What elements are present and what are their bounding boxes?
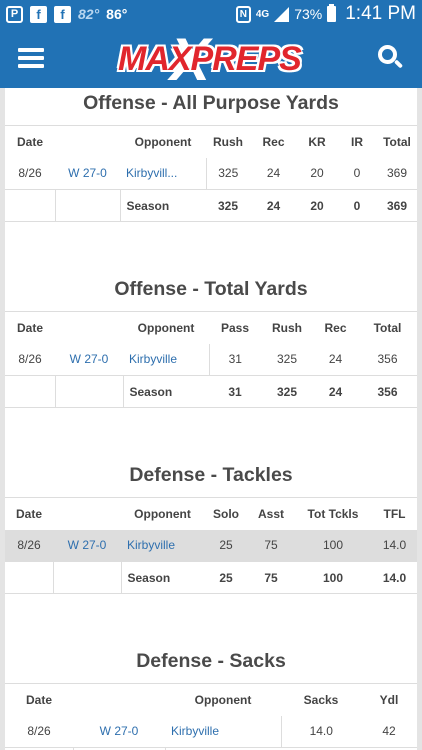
table-tackles: Date Opponent Solo Asst Tot Tckls TFL 8/… [5, 497, 417, 594]
table-sacks: Date Opponent Sacks Ydl 8/26 W 27-0 Kirb… [5, 683, 417, 750]
season-total: 369 [377, 189, 417, 222]
season-label: Season [123, 375, 209, 408]
total-value: 369 [377, 157, 417, 190]
game-result-link[interactable]: W 27-0 [55, 343, 123, 376]
col-tfl: TFL [383, 506, 406, 521]
col-sacks: Sacks [303, 692, 339, 707]
ir-value: 0 [337, 157, 377, 190]
game-date: 8/26 [5, 529, 53, 562]
rush-value: 325 [261, 343, 313, 376]
section-title-tackles: Defense - Tackles [129, 464, 293, 486]
facebook-icon: f [30, 5, 47, 23]
season-rec: 24 [250, 189, 297, 222]
table-all-purpose-yards: Date Opponent Rush Rec KR IR Total 8/26 … [5, 125, 417, 222]
clock: 1:41 PM [345, 3, 416, 24]
season-label: Season [121, 561, 204, 594]
col-opponent: Opponent [134, 506, 191, 521]
facebook-icon-2: f [54, 5, 71, 23]
col-opponent: Opponent [194, 692, 252, 707]
rec-value: 24 [313, 343, 358, 376]
col-date: Date [25, 692, 52, 707]
season-pass: 31 [209, 375, 261, 408]
table-total-yards: Date Opponent Pass Rush Rec Total 8/26 W… [5, 311, 417, 408]
status-bar: P f f 82° 86° N 4G 73% 1:41 PM [0, 0, 422, 28]
opponent-link[interactable]: Kirbyville [123, 343, 210, 376]
col-ir: IR [351, 134, 363, 149]
table-row: 8/26 W 27-0 Kirbyvill... 325 24 20 0 369 [5, 157, 417, 190]
season-label: Season [120, 189, 206, 222]
col-asst: Asst [257, 506, 284, 521]
col-pass: Pass [220, 320, 250, 335]
maxpreps-logo[interactable]: X MAXPREPS [118, 26, 302, 93]
col-date: Date [16, 320, 43, 335]
col-kr: KR [308, 134, 326, 149]
col-ydl: Ydl [379, 692, 399, 707]
season-rush: 325 [261, 375, 313, 408]
game-date: 8/26 [5, 157, 55, 190]
season-kr: 20 [297, 189, 337, 222]
game-result-link[interactable]: W 27-0 [73, 715, 165, 748]
col-opponent: Opponent [134, 134, 192, 149]
current-temperature: 82° [78, 6, 100, 22]
season-solo: 25 [204, 561, 248, 594]
ydl-value: 42 [361, 715, 417, 748]
season-row: Season 25 75 100 14.0 [5, 561, 417, 594]
season-row-partial [5, 747, 417, 750]
season-tot-tckls: 100 [294, 561, 372, 594]
season-rec: 24 [313, 375, 358, 408]
col-date: Date [15, 506, 42, 521]
col-total: Total [383, 134, 411, 149]
battery-level: 73% [294, 6, 323, 22]
col-solo: Solo [213, 506, 239, 521]
season-row: Season 325 24 20 0 369 [5, 189, 417, 222]
game-result-link[interactable]: W 27-0 [55, 157, 120, 190]
nfc-icon: N [235, 5, 251, 23]
asst-value: 75 [248, 529, 294, 562]
game-date: 8/26 [5, 343, 55, 376]
battery-icon [327, 4, 337, 22]
col-rush: Rush [272, 320, 302, 335]
rec-value: 24 [250, 157, 297, 190]
game-date: 8/26 [5, 715, 73, 748]
opponent-link[interactable]: Kirbyville [121, 529, 204, 562]
col-tot-tckls: Tot Tckls [307, 506, 359, 521]
table-row: 8/26 W 27-0 Kirbyville 14.0 42 [5, 715, 417, 748]
opponent-link[interactable]: Kirbyville [165, 715, 282, 748]
tfl-value: 14.0 [372, 529, 417, 562]
sacks-value: 14.0 [281, 715, 361, 748]
col-rec: Rec [262, 134, 285, 149]
col-rec: Rec [324, 320, 347, 335]
rush-value: 325 [206, 157, 250, 190]
tot-tckls-value: 100 [294, 529, 372, 562]
network-type: 4G [255, 8, 270, 20]
col-total: Total [373, 320, 402, 335]
pass-value: 31 [209, 343, 261, 376]
table-row: 8/26 W 27-0 Kirbyville 31 325 24 356 [5, 343, 417, 376]
signal-icon [274, 6, 290, 22]
season-ir: 0 [337, 189, 377, 222]
table-row: 8/26 W 27-0 Kirbyville 25 75 100 14.0 [5, 529, 417, 562]
season-tfl: 14.0 [372, 561, 417, 594]
game-result-link[interactable]: W 27-0 [53, 529, 121, 562]
section-title-all-purpose-yards: Offense - All Purpose Yards [83, 92, 339, 114]
pinterest-icon: P [6, 5, 23, 23]
col-date: Date [16, 134, 43, 149]
total-value: 356 [358, 343, 417, 376]
col-rush: Rush [213, 134, 243, 149]
season-asst: 75 [248, 561, 294, 594]
solo-value: 25 [204, 529, 248, 562]
search-icon[interactable] [378, 45, 404, 71]
season-total: 356 [358, 375, 417, 408]
menu-icon[interactable] [18, 48, 44, 68]
section-title-total-yards: Offense - Total Yards [114, 278, 308, 300]
high-temperature: 86° [106, 6, 128, 22]
app-header: X MAXPREPS [0, 26, 422, 93]
opponent-link[interactable]: Kirbyvill... [120, 157, 207, 190]
section-title-sacks: Defense - Sacks [136, 650, 286, 672]
season-rush: 325 [206, 189, 250, 222]
kr-value: 20 [297, 157, 337, 190]
col-opponent: Opponent [137, 320, 195, 335]
season-row: Season 31 325 24 356 [5, 375, 417, 408]
stats-content: Offense - All Purpose Yards Date Opponen… [5, 88, 417, 750]
